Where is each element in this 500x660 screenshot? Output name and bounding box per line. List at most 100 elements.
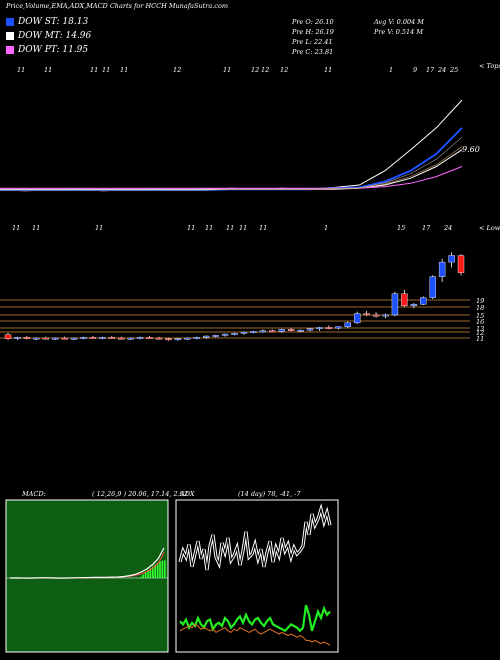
adx-line [179,506,331,571]
macd-histogram-bar [149,568,152,578]
macd-histogram-bar [144,572,147,578]
candle-up [212,335,219,337]
top-tick-label: 11 [44,66,52,74]
chart-title: Price,Volume,EMA,ADX,MACD Charts for HCC… [6,2,229,10]
candle-down [325,327,333,329]
legend-label: DOW PT: 11.95 [18,44,89,55]
bottom-tick-label: 17 [422,224,431,232]
top-tick-label: 11 [324,66,332,74]
bottom-tick-label: 11 [32,224,40,232]
stat-pre-close: Pre C: 23.81 [292,48,334,56]
candle-down [89,337,97,339]
last-price-label: 9.60 [462,145,480,154]
candle-up [33,337,40,340]
stat-pre-volume: Pre V: 0.514 M [374,28,424,36]
candle-up [231,333,238,335]
legend-label: DOW ST: 18.13 [18,16,89,27]
candle-up [202,335,210,338]
ema-long-line [0,166,463,189]
candle-down [363,313,370,316]
top-tick-label: 11 [102,66,110,74]
candle-down [401,293,408,306]
candle-up [297,329,304,332]
support-level-label: 15 [476,312,484,320]
support-level-label: 11 [476,335,484,343]
candle-up [259,330,267,333]
candle-up [382,314,389,317]
legend-dow-st: DOW ST: 18.13 [6,16,88,27]
top-tick-label: 11 [17,66,25,74]
legend-label: DOW MT: 14.96 [18,30,92,41]
bottom-tick-label: 11 [226,224,234,232]
candle-down [108,337,116,339]
stat-pre-high: Pre H: 26.19 [292,28,334,36]
tops-label: < Tops [479,62,500,70]
macd-histogram-bar [154,564,156,578]
candle-up [344,322,351,327]
macd-histogram-bar [147,570,149,578]
candle-down [269,330,276,333]
candle-down [287,329,295,331]
ema-mid-line [0,149,463,190]
macd-panel [5,499,169,653]
top-tick-label: 11 [120,66,128,74]
candle-up [14,337,21,339]
top-tick-label: 11 [223,66,231,74]
candle-up [127,337,134,340]
top-tick-label: 25 [449,66,458,74]
candle-up [429,276,436,298]
macd-histogram-bar [164,560,166,578]
candle-up [335,326,342,329]
top-tick-label: 11 [90,66,98,74]
candle-up [420,297,427,305]
candle-up [184,337,191,340]
candle-up [80,337,87,339]
lows-label: < Lows [479,224,500,232]
bottom-tick-label: 1 [324,224,328,232]
macd-line [9,547,165,579]
candle-up [391,293,399,316]
bottom-tick-label: 15 [397,224,405,232]
legend-dow-mt: DOW MT: 14.96 [6,30,91,41]
support-level-label: 16 [476,318,484,326]
candle-down [457,255,465,273]
stat-pre-open: Pre O: 26.10 [292,18,334,26]
bottom-tick-label: 11 [12,224,20,232]
minus-di-line [179,623,331,646]
bottom-tick-label: 11 [187,224,195,232]
macd-histogram-bar [159,561,161,578]
adx-values: (14 day) 78, -41, -7 [238,490,301,498]
candle-up [136,337,144,339]
bottom-tick-label: 11 [205,224,213,232]
ema-strand-line [0,146,463,191]
candle-up [70,337,78,340]
legend-swatch-white [6,31,14,40]
macd-values: ( 12,26,9 ) 20.06, 17.14, 2.92 [92,490,189,498]
candle-down [42,337,49,340]
legend-swatch-magenta [6,45,14,54]
bottom-tick-label: 11 [95,224,103,232]
candle-down [4,334,12,339]
top-tick-label: 1 [389,66,393,74]
macd-histogram-bar [152,566,154,578]
support-level-label: 12 [476,329,484,337]
top-tick-label: 12 [173,66,181,74]
macd-histogram-bar [161,560,164,578]
macd-histogram-bar [156,563,159,578]
support-level-label: 13 [476,325,484,333]
candle-up [193,337,200,339]
legend-dow-pt: DOW PT: 11.95 [6,44,88,55]
candle-down [372,314,380,317]
adx-title: ADX [180,490,195,498]
candle-up [250,331,257,333]
candle-up [448,255,455,263]
top-tick-label: 12 [261,66,269,74]
candle-down [23,337,31,339]
stat-pre-low: Pre L: 22.41 [292,38,333,46]
top-tick-label: 24 [437,66,446,74]
candle-down [165,338,172,341]
stat-avg-volume: Avg V: 0.004 M [374,18,424,26]
candle-down [118,337,125,340]
